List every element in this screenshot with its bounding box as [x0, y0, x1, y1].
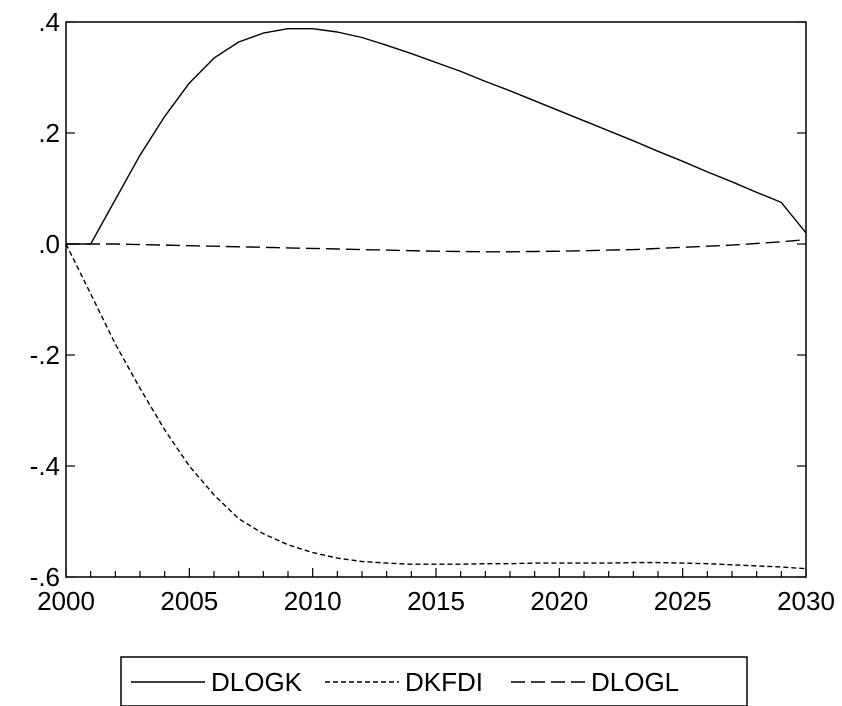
- legend-label-dkfdi: DKFDI: [405, 667, 483, 697]
- legend: DLOGK DKFDI DLOGL: [120, 656, 748, 706]
- legend-label-dlogk: DLOGK: [211, 667, 303, 697]
- legend-label-dlogl: DLOGL: [591, 667, 679, 697]
- y-tick-label: -.4: [30, 451, 60, 481]
- x-tick-label: 2020: [530, 586, 588, 616]
- series-layer: [65, 28, 807, 570]
- x-tick-label: 2025: [654, 586, 712, 616]
- x-tick-label: 2010: [284, 586, 342, 616]
- y-tick-label: .0: [38, 229, 60, 259]
- y-axis: .4 .2 .0 -.2 -.4 -.6: [30, 7, 806, 592]
- y-tick-label: -.2: [30, 340, 60, 370]
- y-tick-label: -.6: [30, 562, 60, 592]
- x-tick-label: 2000: [37, 586, 95, 616]
- legend-box: [120, 656, 748, 706]
- x-tick-label: 2005: [160, 586, 218, 616]
- x-axis: 2000 2005 2010 2015 2020 2025 2030: [37, 568, 835, 616]
- series-line-dkfdi: [65, 243, 807, 570]
- plot-area: [65, 21, 807, 578]
- series-line-dlogk: [66, 28, 807, 245]
- x-tick-label: 2015: [407, 586, 465, 616]
- x-tick-label: 2030: [777, 586, 835, 616]
- y-tick-label: .4: [38, 7, 60, 37]
- y-tick-label: .2: [38, 118, 60, 148]
- series-line-dlogl: [66, 238, 807, 253]
